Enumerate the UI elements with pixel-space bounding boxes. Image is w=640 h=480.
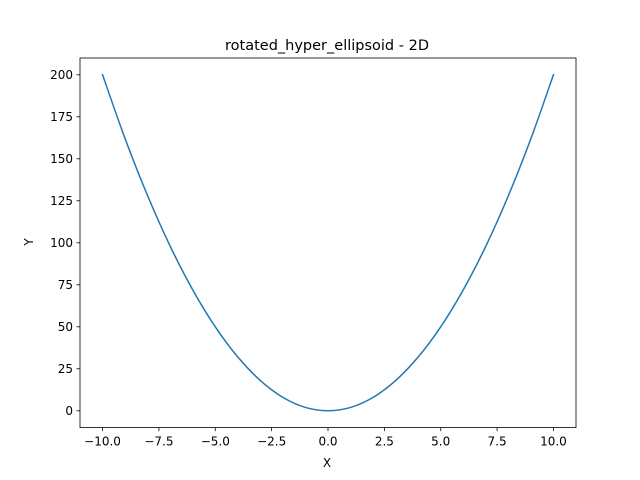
x-tick-label: 7.5 — [488, 435, 507, 449]
x-axis-label: X — [323, 456, 331, 470]
x-tick-label: −2.5 — [257, 435, 286, 449]
y-tick-label: 200 — [50, 68, 73, 82]
y-tick-label: 175 — [50, 110, 73, 124]
y-tick-label: 150 — [50, 152, 73, 166]
plot-background — [80, 58, 576, 428]
y-tick-label: 50 — [58, 320, 73, 334]
y-tick-label: 0 — [65, 404, 73, 418]
y-tick-label: 100 — [50, 236, 73, 250]
y-tick-label: 125 — [50, 194, 73, 208]
x-tick-label: 10.0 — [540, 435, 567, 449]
x-tick-label: 5.0 — [431, 435, 450, 449]
x-tick-label: −10.0 — [84, 435, 121, 449]
x-tick-label: −5.0 — [201, 435, 230, 449]
y-tick-label: 25 — [58, 362, 73, 376]
y-axis-ticks: 0 25 50 75 100 125 150 175 200 — [50, 68, 80, 418]
x-tick-label: 2.5 — [375, 435, 394, 449]
series-layer — [101, 73, 555, 412]
chart-title: rotated_hyper_ellipsoid - 2D — [225, 38, 429, 54]
x-axis-ticks: −10.0 −7.5 −5.0 −2.5 0.0 2.5 5.0 7.5 10.0 — [84, 427, 567, 449]
y-tick-label: 75 — [58, 278, 73, 292]
plot-area — [79, 57, 577, 429]
x-tick-label: 0.0 — [318, 435, 337, 449]
series-line-0 — [101, 73, 555, 412]
y-axis-label: Y — [22, 238, 36, 247]
x-tick-label: −7.5 — [144, 435, 173, 449]
